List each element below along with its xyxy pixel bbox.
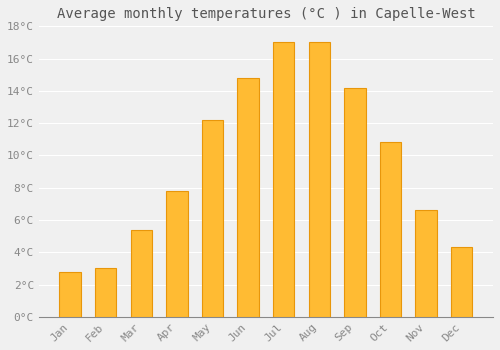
Bar [344,88,366,317]
Title: Average monthly temperatures (°C ) in Capelle-West: Average monthly temperatures (°C ) in Ca… [56,7,476,21]
Bar [95,268,116,317]
Bar [238,78,259,317]
Bar [416,210,437,317]
Bar [202,120,223,317]
Bar [130,230,152,317]
Bar [380,142,401,317]
Bar [273,42,294,317]
Bar [166,191,188,317]
Bar [451,247,472,317]
Bar [60,272,81,317]
Bar [308,42,330,317]
